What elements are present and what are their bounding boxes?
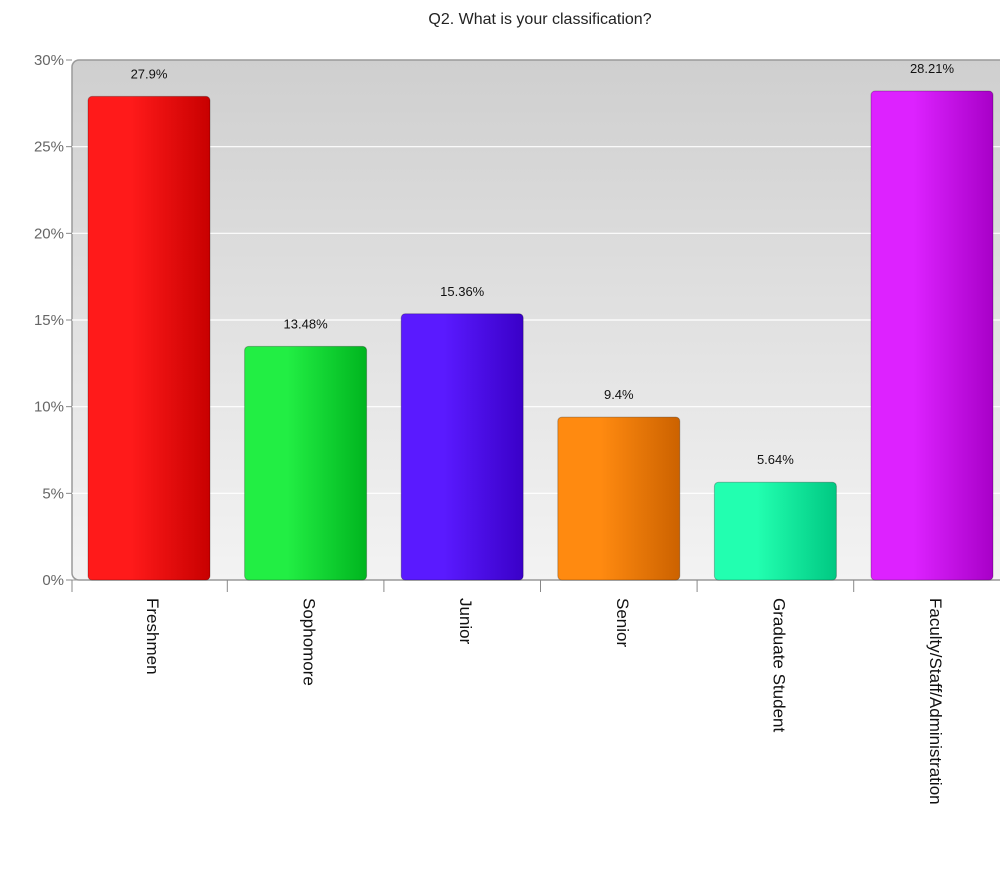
bar-junior[interactable]: [400, 313, 524, 581]
x-tick-label: Junior: [456, 598, 475, 645]
y-tick-label: 15%: [34, 312, 64, 329]
y-tick-label: 20%: [34, 225, 64, 242]
x-tick-label: Faculty/Staff/Administration: [926, 598, 945, 805]
bar-faculty-staff-administration[interactable]: [870, 90, 994, 581]
data-label: 15.36%: [440, 284, 485, 299]
bar-graduate-student[interactable]: [713, 481, 837, 581]
chart-title: Q2. What is your classification?: [428, 11, 651, 28]
x-tick-label: Senior: [613, 598, 632, 647]
bar-freshmen[interactable]: [87, 95, 211, 581]
x-tick-label: Sophomore: [300, 598, 319, 686]
x-tick-label: Graduate Student: [769, 598, 788, 732]
bar-senior[interactable]: [557, 416, 681, 581]
data-label: 5.64%: [757, 452, 794, 467]
x-tick-label: Freshmen: [143, 598, 162, 675]
data-label: 13.48%: [284, 316, 329, 331]
y-tick-label: 30%: [34, 52, 64, 69]
data-label: 9.4%: [604, 387, 634, 402]
y-tick-label: 5%: [42, 485, 64, 502]
y-tick-label: 25%: [34, 139, 64, 156]
y-tick-label: 0%: [42, 572, 64, 589]
data-label: 28.21%: [910, 61, 955, 76]
data-label: 27.9%: [131, 66, 168, 81]
bar-sophomore[interactable]: [244, 345, 368, 581]
y-tick-label: 10%: [34, 399, 64, 416]
